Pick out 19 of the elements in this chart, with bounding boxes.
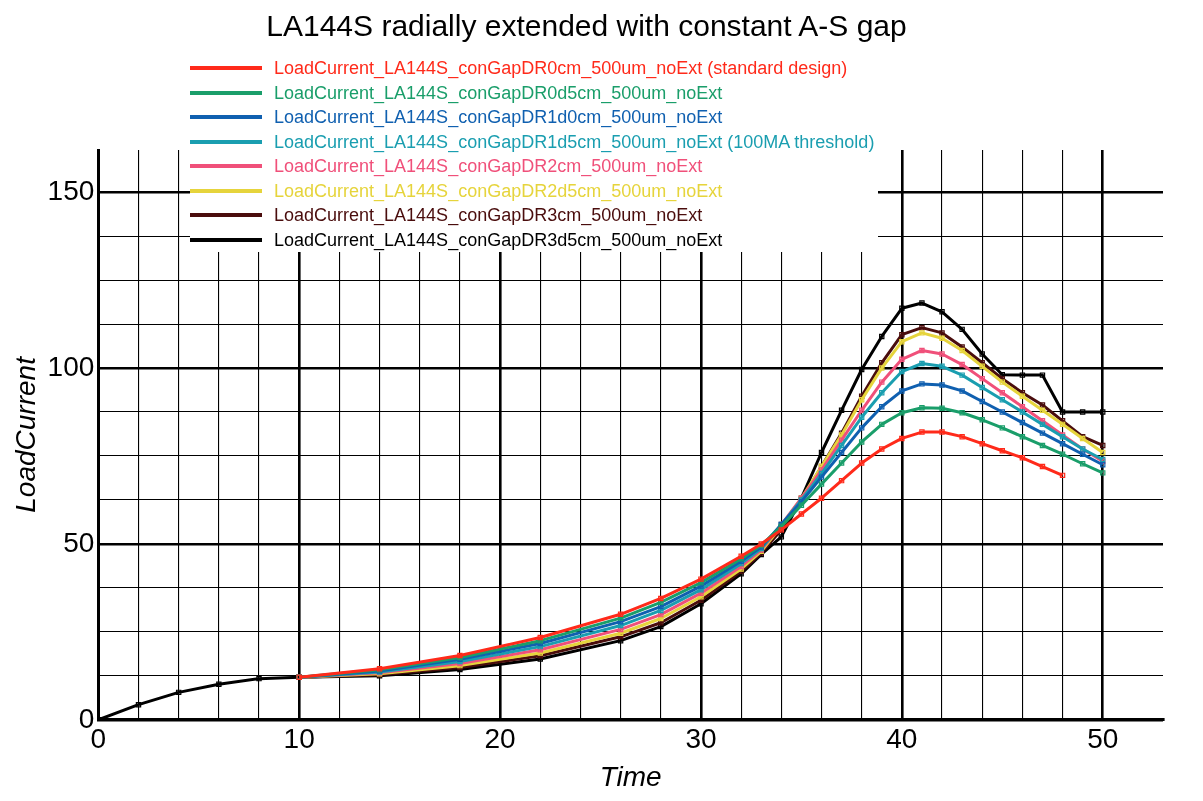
- legend-label: LoadCurrent_LA144S_conGapDR2cm_500um_noExt: [274, 155, 703, 179]
- y-tick-label: 150: [47, 174, 95, 206]
- legend-label: LoadCurrent_LA144S_conGapDR1d5cm_500um_noExt (100MA threshold): [274, 130, 875, 154]
- legend-label: LoadCurrent_LA144S_conGapDR1d0cm_500um_noExt: [274, 106, 723, 130]
- legend-label: LoadCurrent_LA144S_conGapDR0d5cm_500um_noExt: [274, 81, 723, 105]
- y-tick-label: 100: [47, 350, 95, 382]
- x-tick-label: 20: [484, 723, 516, 755]
- y-axis-title: LoadCurrent: [9, 355, 41, 513]
- chart-title: LA144S radially extended with constant A-S gap: [266, 9, 907, 43]
- x-tick-label: 10: [283, 723, 315, 755]
- x-tick-label: 50: [1087, 723, 1119, 755]
- legend-label: LoadCurrent_LA144S_conGapDR2d5cm_500um_noExt: [274, 179, 723, 203]
- x-tick-label: 30: [685, 723, 717, 755]
- legend-label: LoadCurrent_LA144S_conGapDR3cm_500um_noExt: [274, 204, 703, 228]
- legend-label: LoadCurrent_LA144S_conGapDR0cm_500um_noExt (standard design): [274, 57, 848, 81]
- y-tick-label: 50: [63, 526, 95, 558]
- x-tick-label: 40: [886, 723, 918, 755]
- x-axis-title: Time: [599, 761, 662, 792]
- legend-label: LoadCurrent_LA144S_conGapDR3d5cm_500um_noExt: [274, 228, 723, 252]
